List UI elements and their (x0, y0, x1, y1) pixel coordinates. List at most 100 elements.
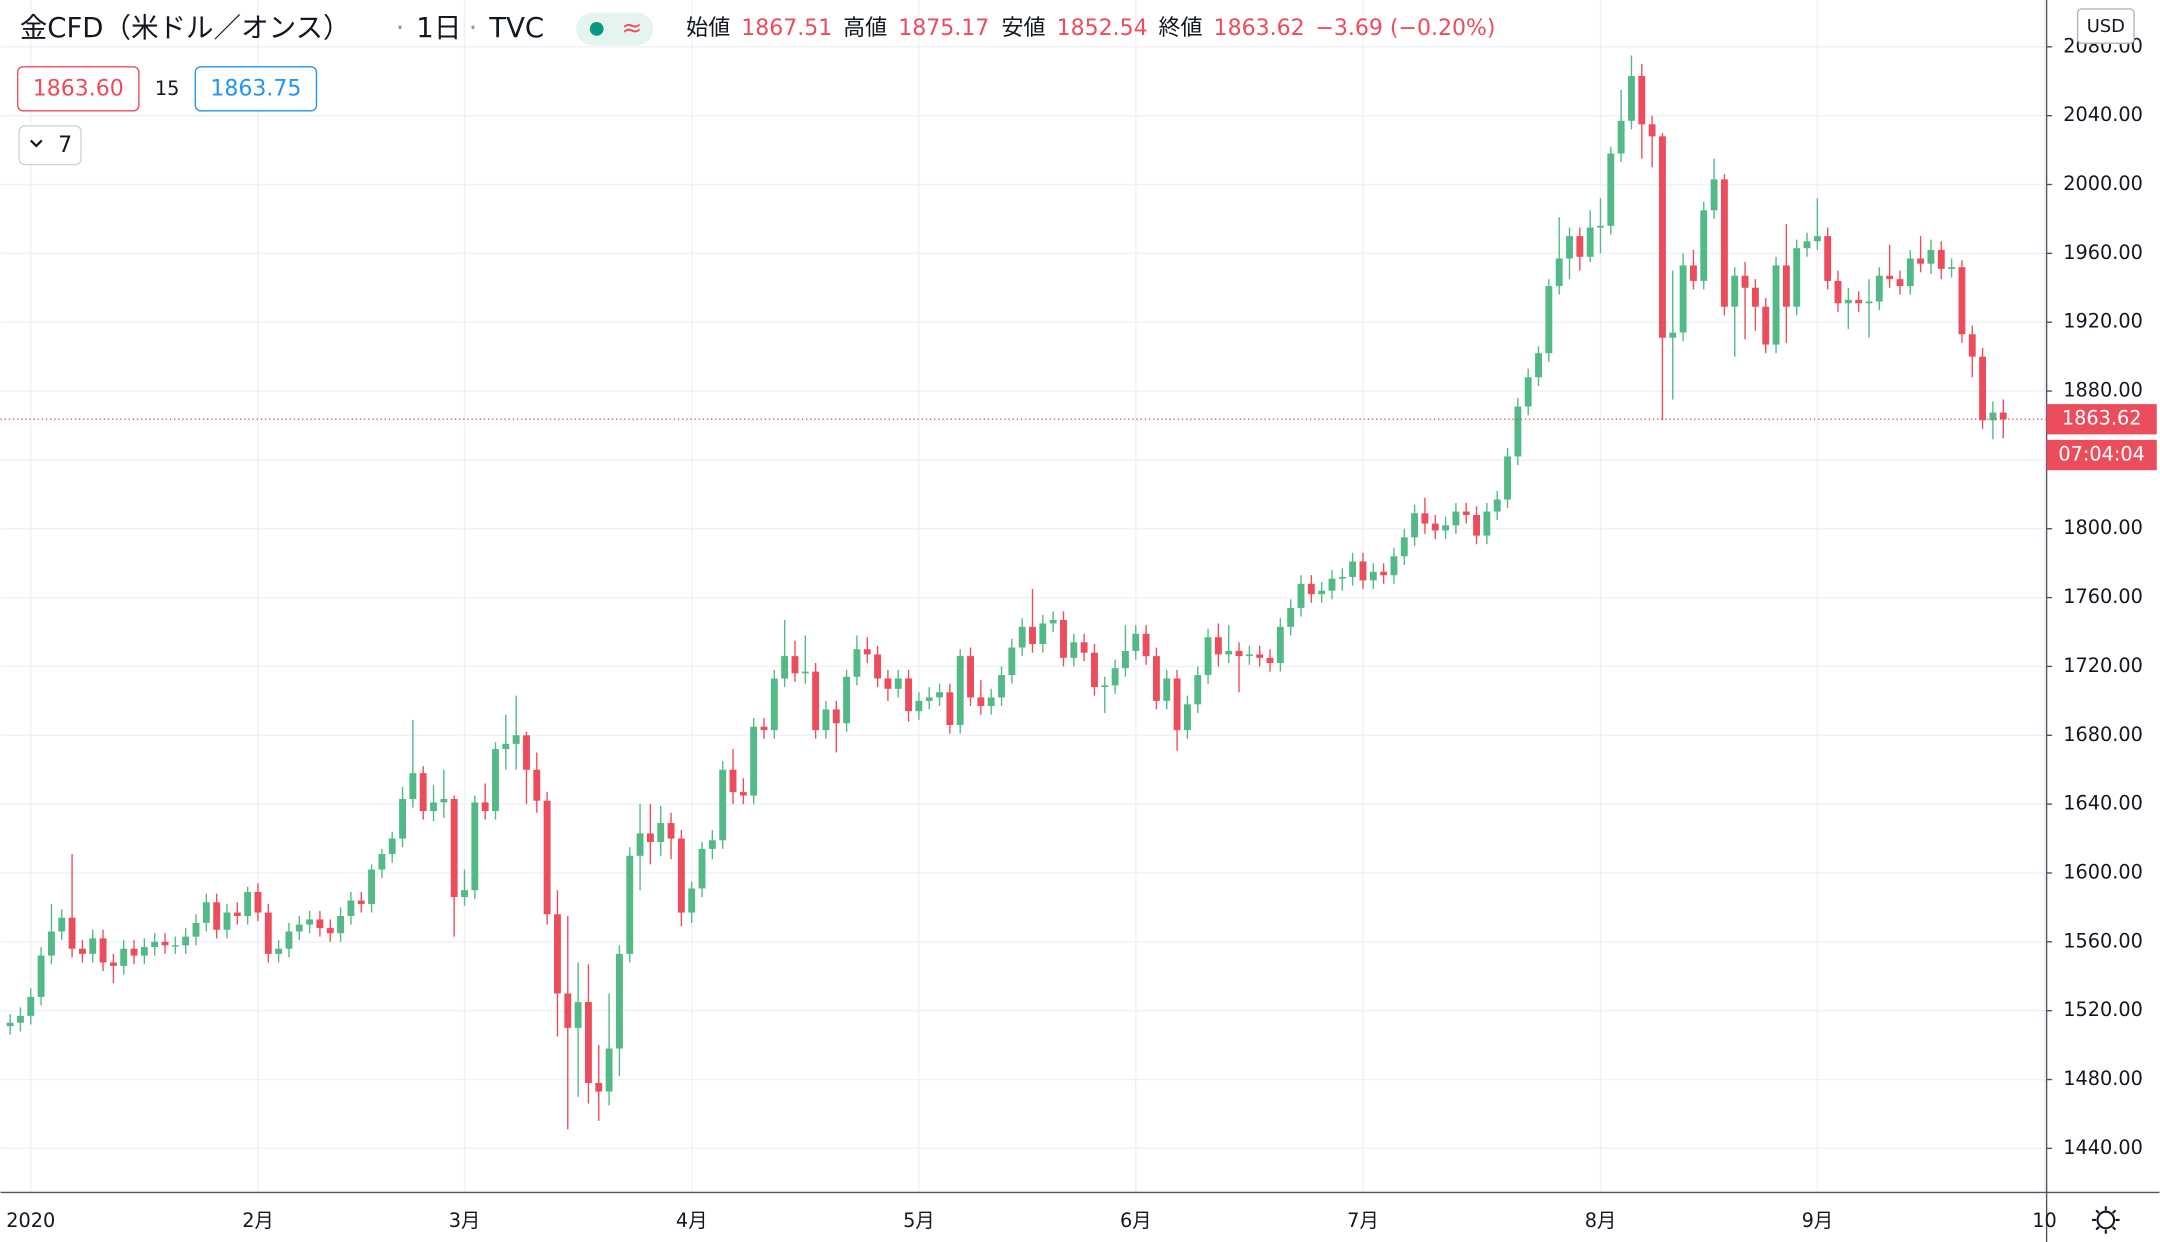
candle-body (523, 735, 530, 770)
candle-body (58, 917, 66, 932)
candle-body (399, 798, 406, 839)
candle-body (1628, 76, 1635, 121)
candle-body (791, 656, 799, 674)
candle-body (151, 941, 159, 947)
candle-body (450, 798, 458, 898)
candle-body (1555, 258, 1563, 287)
candles (6, 55, 2007, 1130)
candle-body (1152, 656, 1160, 701)
candle-body (1844, 299, 1852, 304)
candle-body (832, 709, 840, 724)
status-pill[interactable] (576, 12, 654, 46)
candle-body (1297, 583, 1305, 608)
candle-body (1762, 306, 1770, 345)
x-tick-label: 8月 (1585, 1209, 1617, 1232)
separator: · (469, 12, 478, 44)
chevron-icon (29, 139, 43, 148)
candle-body (1235, 650, 1243, 657)
candle-body (781, 656, 789, 679)
candle-body (1545, 286, 1553, 354)
candle-body (1318, 590, 1326, 595)
candle-body (233, 912, 241, 917)
candle-body (884, 678, 892, 689)
candle-body (502, 743, 510, 750)
candle-body (1813, 236, 1821, 242)
candle-body (89, 938, 97, 954)
candle-body (378, 854, 386, 870)
axes: 1440.00 1480.00 1520.00 1560.00 1600.00 1640.… (6, 34, 2143, 1232)
candle-body (254, 891, 262, 913)
candle-body (1875, 275, 1883, 302)
candle-body (925, 697, 933, 701)
y-tick-label: 1920.00 (2063, 310, 2143, 333)
y-tick-label: 1600.00 (2063, 860, 2143, 883)
candle-body (1504, 456, 1511, 500)
y-tick-label: 2000.00 (2063, 172, 2143, 195)
candle-body (492, 749, 499, 812)
candle-body (78, 948, 86, 954)
candle-body (1060, 619, 1067, 658)
candle-body (894, 678, 902, 689)
candle-body (1421, 513, 1429, 524)
spread: 15 (155, 77, 180, 100)
candle-body (1700, 210, 1708, 281)
candle-body (987, 697, 995, 707)
close-value: 1863.62 (1214, 16, 1305, 41)
candle-body (388, 838, 396, 855)
countdown-label: 07:04:04 (2058, 443, 2145, 466)
candle-body (161, 941, 169, 946)
candle-body (1689, 265, 1697, 281)
candle-body (708, 840, 716, 849)
candle-body (1070, 642, 1078, 658)
candle-body (956, 656, 964, 725)
candle-body (533, 769, 541, 801)
y-tick-label: 1640.00 (2063, 792, 2143, 815)
candle-body (275, 948, 283, 954)
candle-body (202, 902, 210, 923)
candle-body (1132, 633, 1140, 651)
candle-body (853, 649, 861, 677)
header: 金CFD（米ドル／オンス） · 1日 · TVC ≈ 始値 1867.51 高値… (17, 12, 1495, 166)
candle-body (1183, 704, 1191, 731)
candle-body (419, 773, 427, 812)
candle-body (6, 1022, 14, 1027)
candle-body (646, 833, 654, 842)
candle-body (843, 676, 851, 724)
candle-body (1256, 654, 1264, 658)
candle-body (1999, 412, 2007, 420)
candle-body (1720, 179, 1728, 307)
candle-body (636, 833, 644, 856)
market-status-dot (589, 22, 604, 36)
candle-body (1679, 265, 1687, 333)
x-tick-label: 7月 (1347, 1209, 1379, 1232)
candle-body (99, 938, 107, 963)
candle-body (1524, 377, 1532, 407)
candle-body (1751, 287, 1759, 307)
x-tick-label: 5月 (903, 1209, 935, 1232)
candle-body (120, 948, 128, 966)
delay-icon: ≈ (621, 13, 642, 42)
candle-body (1659, 136, 1666, 338)
candle-body (1669, 332, 1677, 338)
candle-body (605, 1048, 613, 1092)
candle-body (729, 769, 737, 793)
candle-body (1710, 179, 1718, 211)
candle-body (1586, 227, 1594, 257)
candle-body (1452, 511, 1460, 526)
candle-body (998, 675, 1005, 698)
candle-body (1400, 537, 1408, 557)
candle-body (440, 798, 448, 803)
buy-button[interactable] (194, 66, 318, 112)
candle-body (461, 890, 468, 898)
sell-button[interactable] (17, 66, 140, 112)
x-tick-label: 10 (2032, 1209, 2057, 1232)
currency-box[interactable] (2076, 8, 2135, 45)
candle-body (1214, 637, 1222, 655)
indicators-toggle[interactable] (18, 125, 82, 166)
candle-body (657, 823, 665, 842)
candle-body (1442, 525, 1450, 531)
high-label: 高値 (843, 16, 887, 41)
candle-body (357, 900, 365, 904)
